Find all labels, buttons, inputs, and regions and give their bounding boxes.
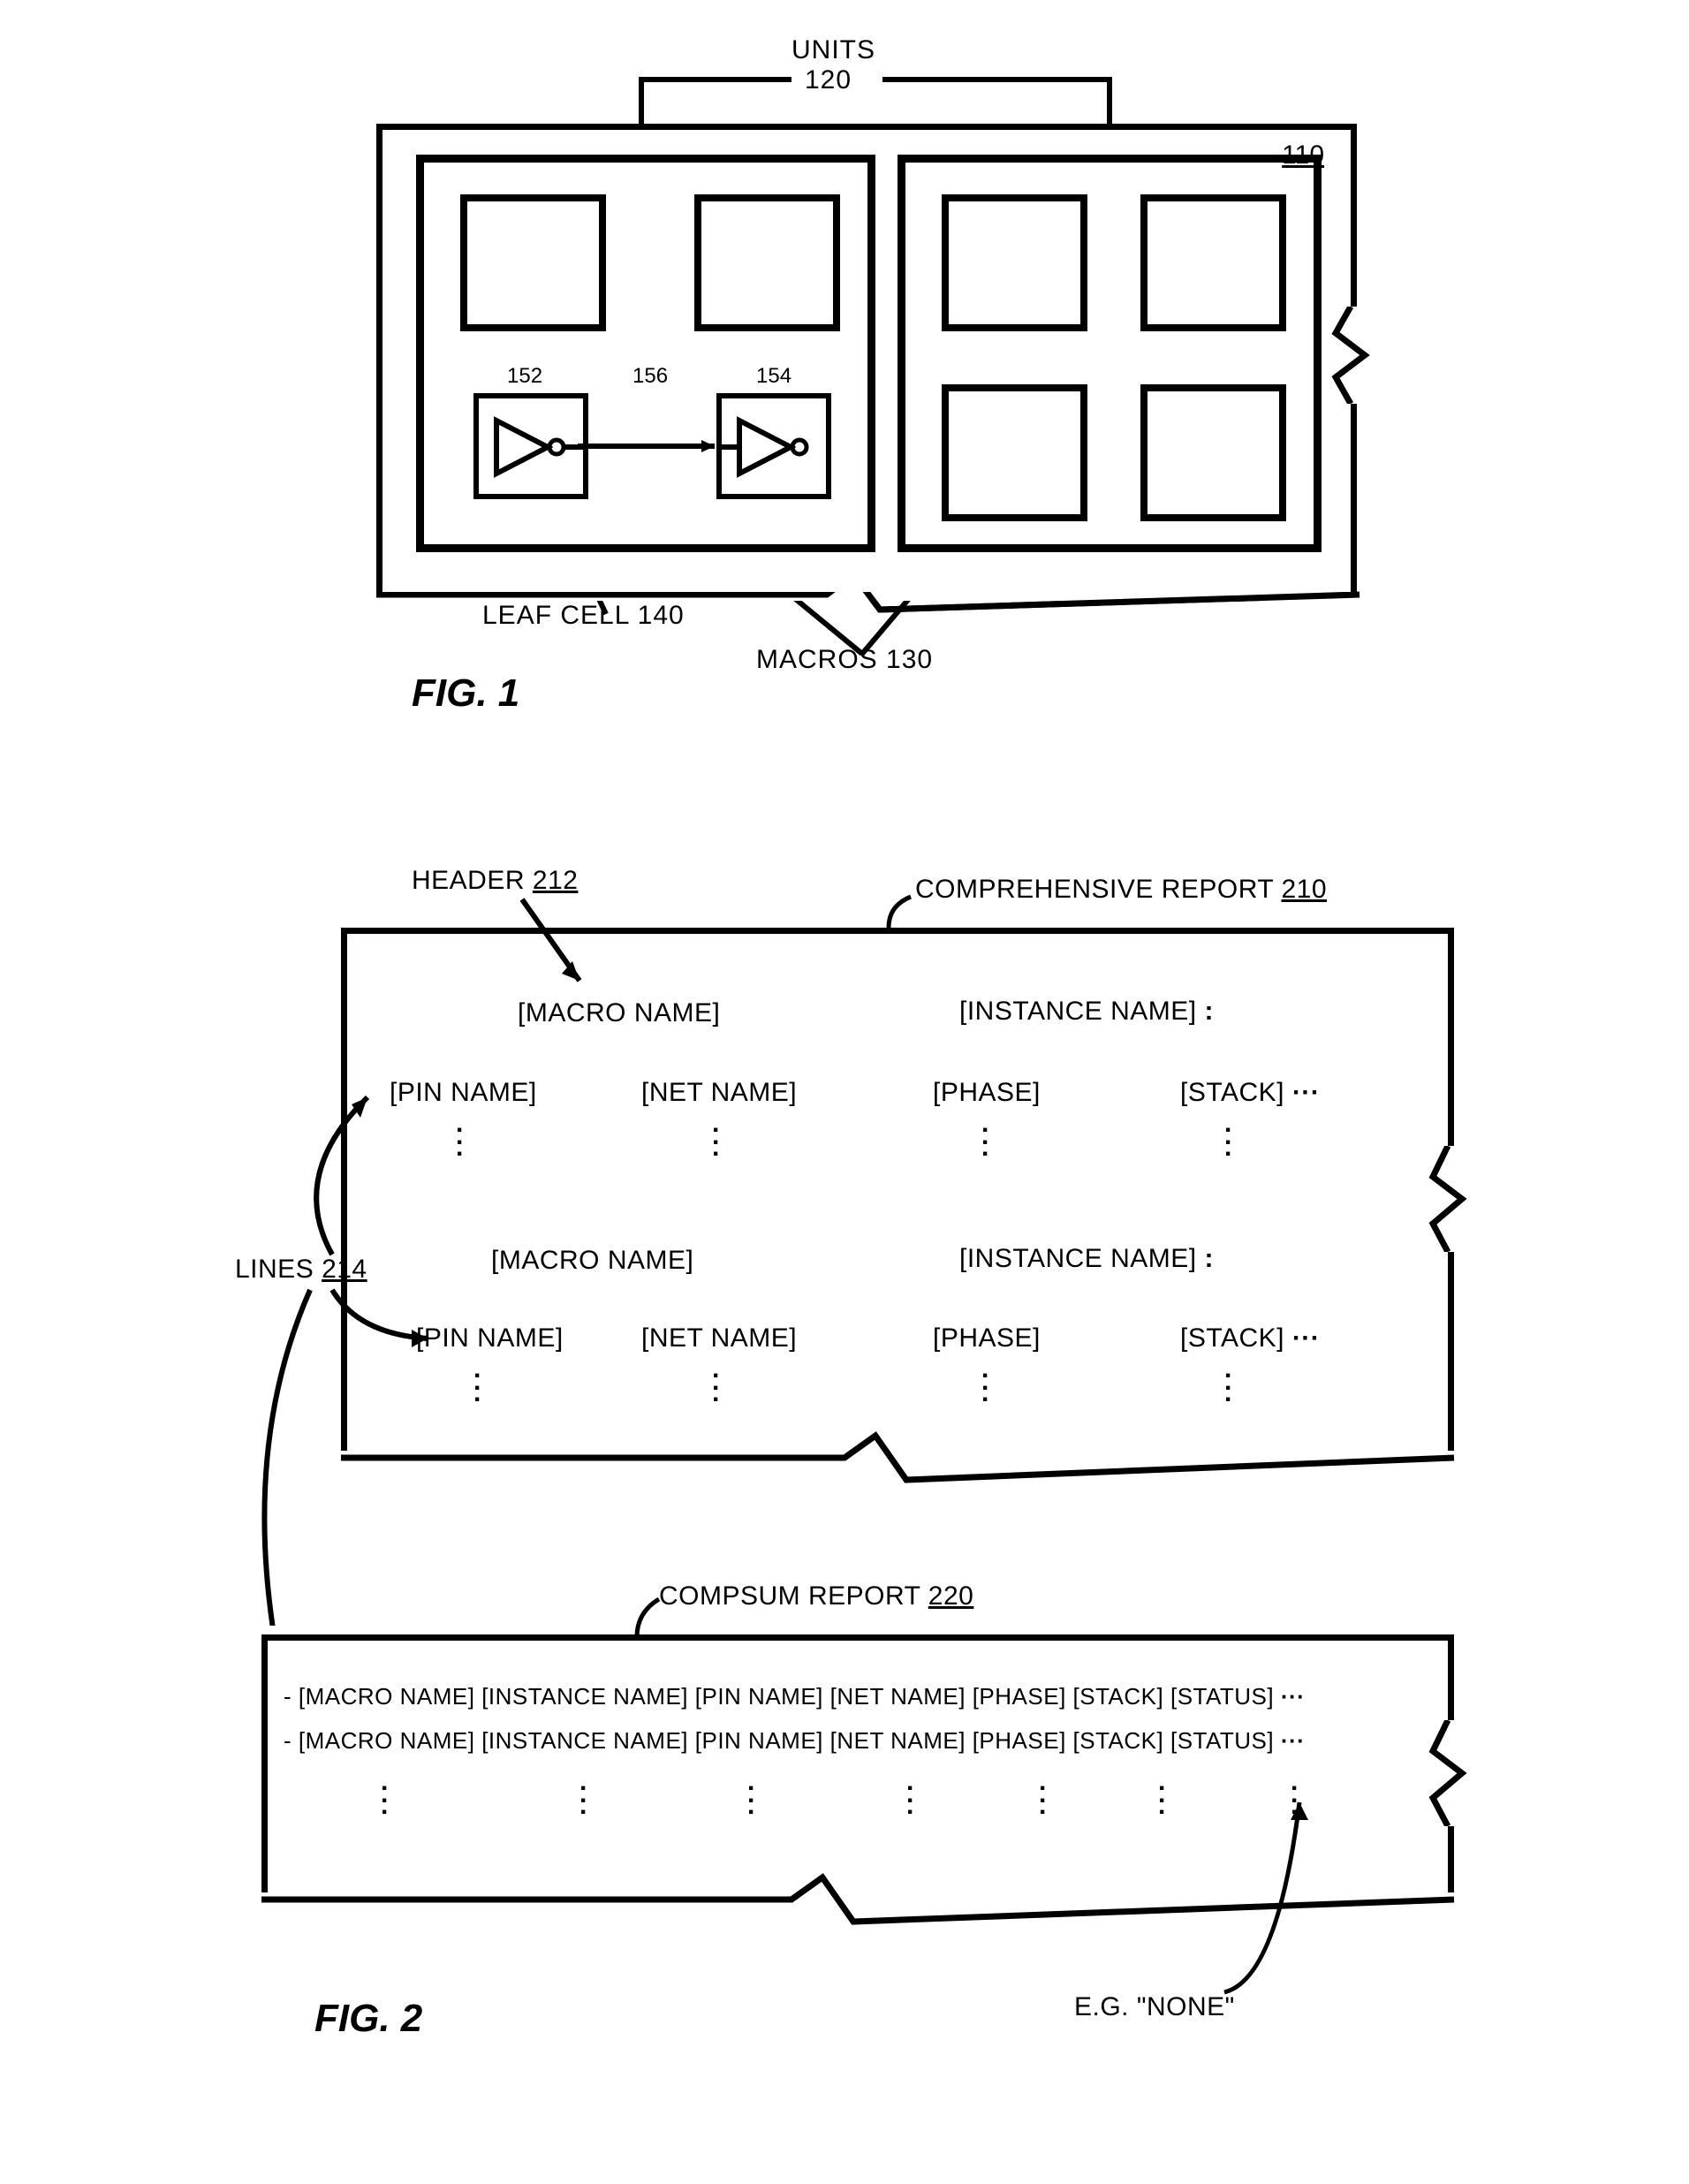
- macros-text: MACROS: [756, 645, 878, 674]
- cs-d4: ...: [906, 1776, 913, 1812]
- fig1-title: FIG. 1: [412, 671, 519, 716]
- cs-d2: ...: [579, 1776, 587, 1812]
- macro-l2: [694, 194, 840, 331]
- macro-r3: [942, 384, 1087, 521]
- cs-d3: ...: [747, 1776, 754, 1812]
- fig2-title: FIG. 2: [314, 1997, 422, 2041]
- cs-d7: ...: [1291, 1776, 1298, 1812]
- cs-d6: ...: [1158, 1776, 1165, 1812]
- macro-r4: [1140, 384, 1286, 521]
- figure-2: HEADER 212 COMPREHENSIVE REPORT 210 [MAC…: [226, 866, 1463, 2147]
- compsum-bottom-break: [226, 866, 1463, 2014]
- cs-d1: ...: [381, 1776, 388, 1812]
- macro-r2: [1140, 194, 1286, 331]
- macros-label: MACROS 130: [756, 645, 933, 675]
- leaf-cell-b: [716, 393, 831, 499]
- inverter-b-icon: [722, 398, 826, 494]
- net-line: [578, 437, 723, 455]
- inverter-a-icon: [479, 398, 583, 494]
- ref-154: 154: [756, 364, 791, 389]
- compsum-row-1: - [MACRO NAME] [INSTANCE NAME] [PIN NAME…: [284, 1683, 1305, 1710]
- figure-1: UNITS 120 110: [226, 35, 1463, 760]
- ref-156: 156: [632, 364, 668, 389]
- chip-right-break: [1331, 307, 1370, 404]
- ref-152: 152: [507, 364, 542, 389]
- compsum-row-2: - [MACRO NAME] [INSTANCE NAME] [PIN NAME…: [284, 1727, 1305, 1755]
- macros-ref: 130: [886, 645, 933, 674]
- leaf-cell-text: LEAF CELL: [482, 601, 629, 630]
- leaf-cell-ref: 140: [638, 601, 685, 630]
- macro-r1: [942, 194, 1087, 331]
- macro-l1: [460, 194, 606, 331]
- leaf-cell-label: LEAF CELL 140: [482, 601, 685, 631]
- leaf-cell-a: [473, 393, 588, 499]
- eg-none-label: E.G. "NONE": [1074, 1992, 1235, 2022]
- cs-d5: ...: [1039, 1776, 1046, 1812]
